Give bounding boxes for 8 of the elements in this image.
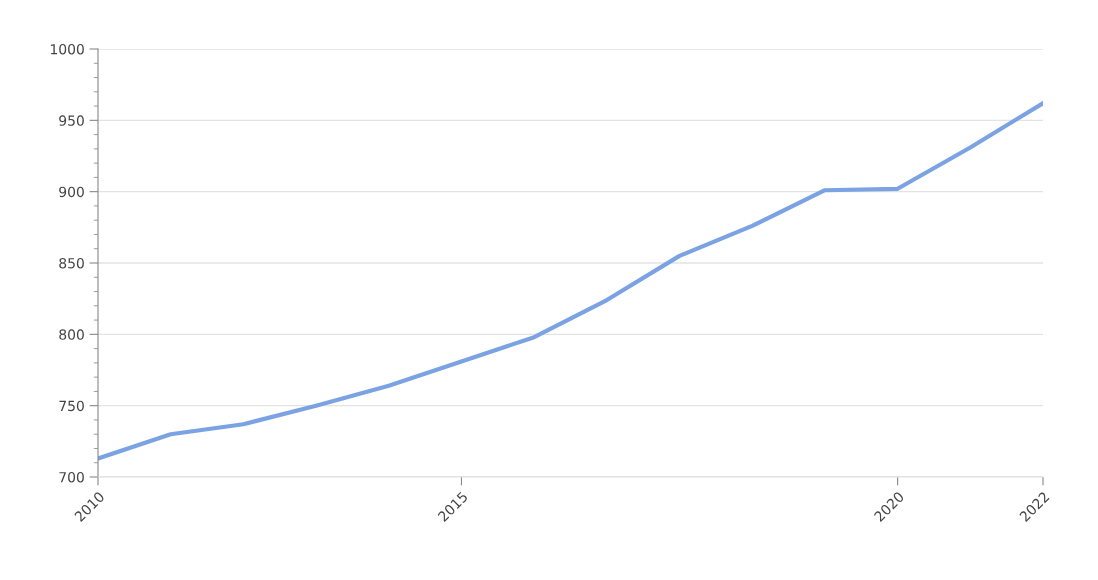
- y-tick-label: 750: [59, 400, 84, 412]
- y-tick-label: 1000: [50, 43, 84, 55]
- y-tick-label: 700: [59, 471, 84, 483]
- y-tick-label: 950: [59, 115, 84, 126]
- y-tick-label: 900: [59, 186, 84, 198]
- y-tick-label: 800: [59, 329, 84, 340]
- line-series: [98, 101, 1043, 461]
- y-tick-label: 850: [59, 257, 84, 269]
